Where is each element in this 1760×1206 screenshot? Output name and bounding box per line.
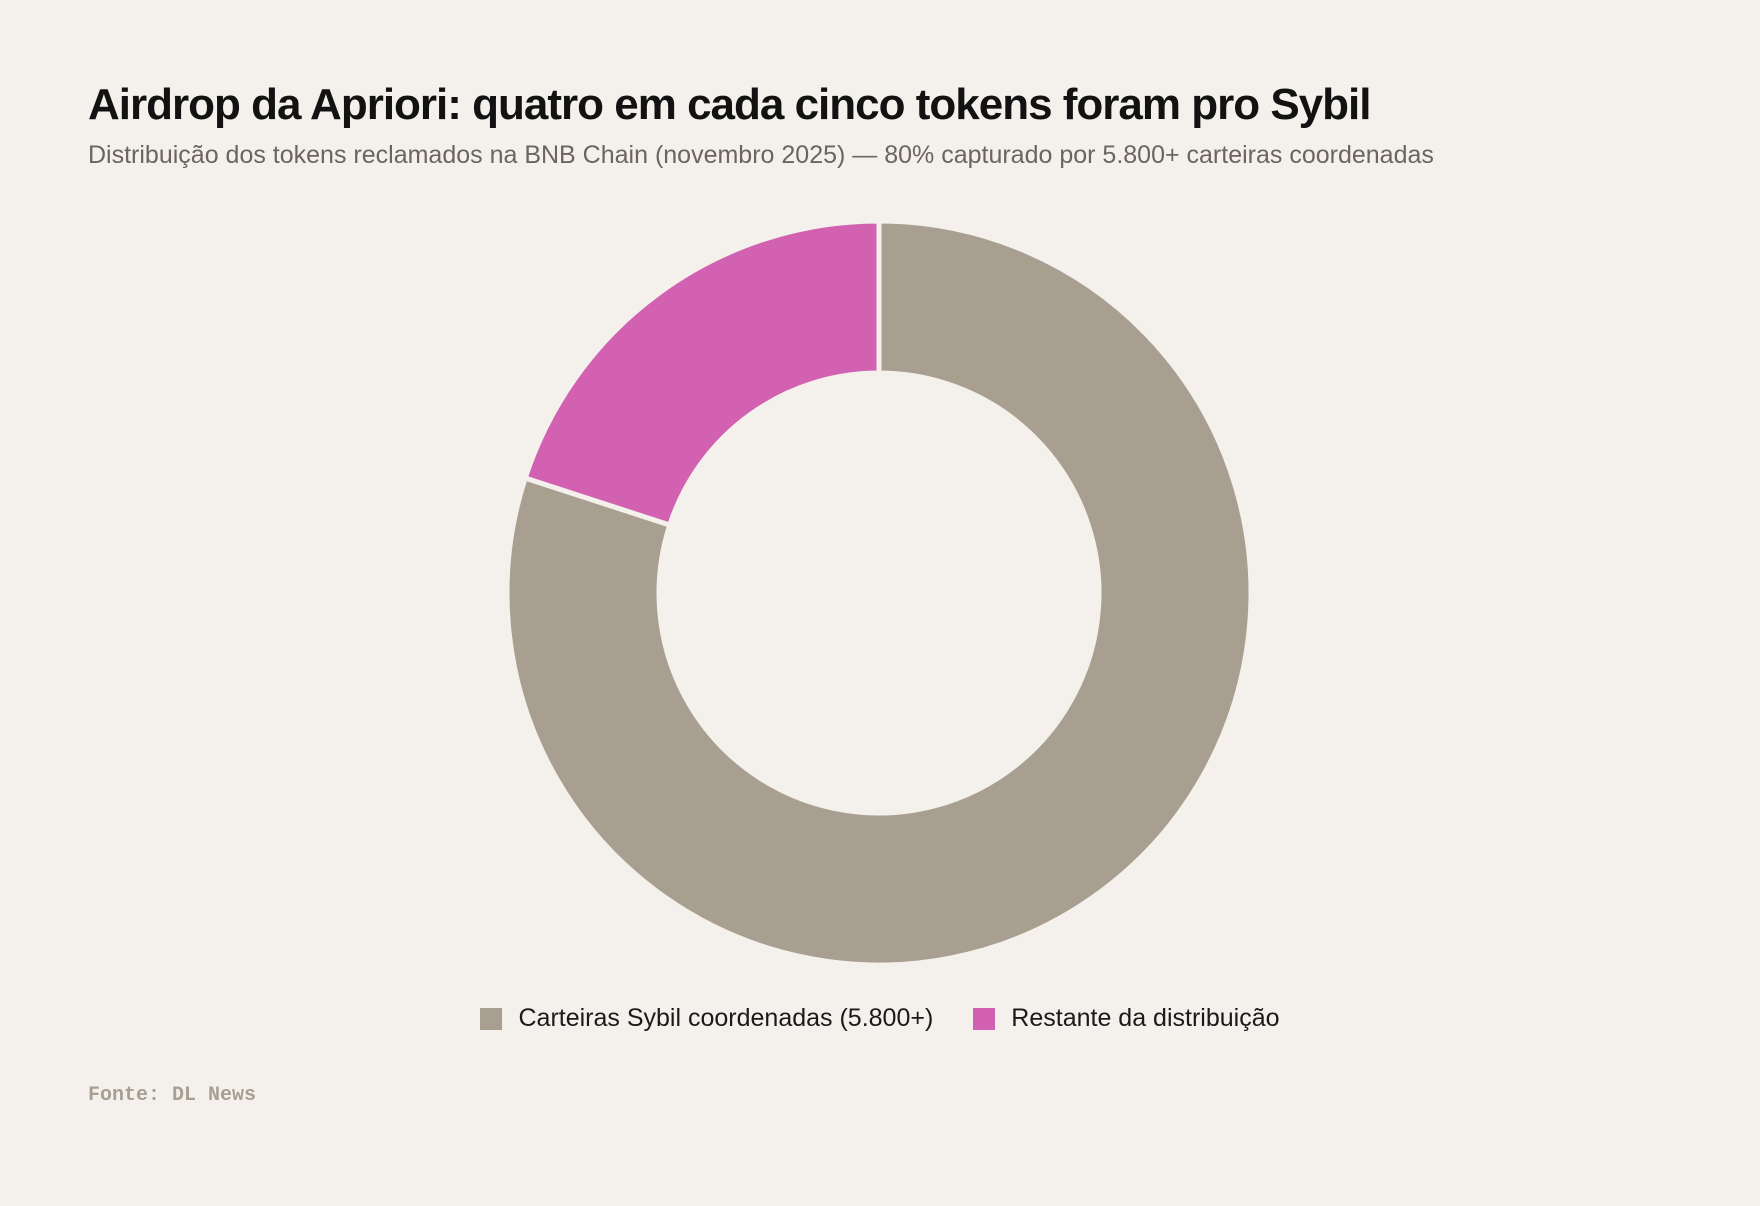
legend-label-rest: Restante da distribuição (1011, 1004, 1280, 1032)
donut-slice-sybil (504, 218, 1254, 968)
source-note: Fonte: DL News (88, 1084, 257, 1107)
donut-slice-rest (522, 218, 882, 529)
chart-subtitle: Distribuição dos tokens reclamados na BN… (88, 141, 1434, 169)
legend: Carteiras Sybil coordenadas (5.800+) Res… (0, 1004, 1760, 1033)
legend-label-sybil: Carteiras Sybil coordenadas (5.800+) (518, 1004, 934, 1032)
legend-swatch-rest (973, 1007, 996, 1030)
legend-swatch-sybil (480, 1007, 503, 1030)
legend-item-sybil: Carteiras Sybil coordenadas (5.800+) (480, 1004, 933, 1033)
legend-item-rest: Restante da distribuição (973, 1004, 1280, 1033)
chart-title: Airdrop da Apriori: quatro em cada cinco… (88, 80, 1371, 129)
